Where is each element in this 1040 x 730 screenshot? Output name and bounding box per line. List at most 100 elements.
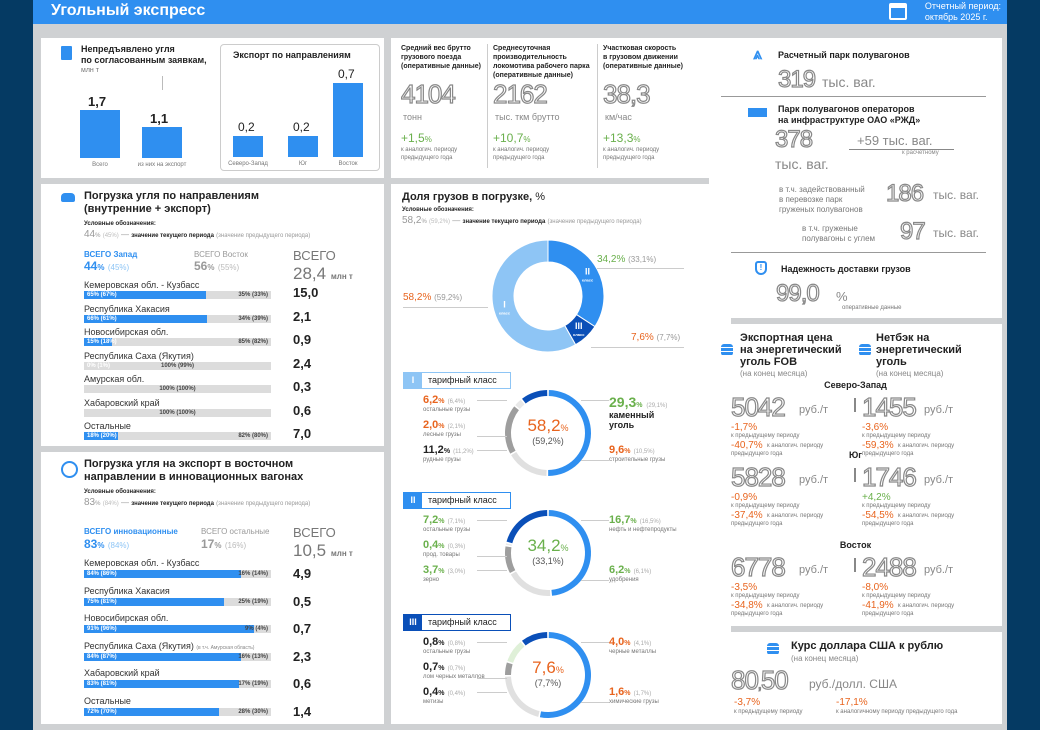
west-share-label: 0% (1%) xyxy=(87,362,111,369)
cargo-value: 4,0% (4,1%) xyxy=(609,636,651,648)
total-num: 28,4 xyxy=(293,264,327,283)
tariff-class-number: III xyxy=(404,615,422,630)
cargo-name: остальные грузы xyxy=(423,527,471,533)
innovative-share-fill xyxy=(84,597,225,606)
coal-wagons-unit: тыс. ваг. xyxy=(933,226,979,240)
innovative-share-fill xyxy=(84,570,242,578)
ring-segment xyxy=(522,390,548,404)
cargo-pct: % xyxy=(438,543,445,550)
cargo-value: 0,8% (0,8%) xyxy=(423,636,465,648)
innovative-share-fill xyxy=(84,680,240,688)
region-name: Остальные xyxy=(84,696,131,706)
kpi-title-line: (оперативные данные) xyxy=(603,63,683,70)
delta-prev-note: к предыдущему периоду xyxy=(731,503,800,509)
bar-export xyxy=(288,135,318,157)
east-num: 56 xyxy=(194,259,208,273)
undelivered-title-2: по согласованным заявкам, xyxy=(81,55,207,65)
price-unit: руб./т xyxy=(924,564,954,576)
tariff-class-label: тарифный класс xyxy=(428,495,497,505)
region-total: 2,4 xyxy=(293,355,312,371)
net-delta-year: -54,5% xyxy=(862,510,894,521)
ops-fleet-unit: тыс. ваг. xyxy=(775,156,829,172)
east-share-label: 100% (100%) xyxy=(159,386,196,392)
legend-title: Условные обозначения: xyxy=(402,207,474,213)
innovation-icon xyxy=(61,461,78,478)
cargo-num: 4,0 xyxy=(609,636,625,648)
train-icon xyxy=(61,193,75,202)
total-value: 10,5 млн т xyxy=(293,541,353,561)
delta-year-note: к аналогич. периоду xyxy=(898,603,955,609)
cargo-pct: % xyxy=(438,423,445,430)
cargo-name: химические грузы xyxy=(609,699,659,705)
cargo-value: 0,7% (0,7%) xyxy=(423,661,465,673)
innovative-share-label: 83% (81%) xyxy=(87,681,117,687)
shield-icon: ! xyxy=(755,261,767,275)
west-share-label: 15% (18%) xyxy=(87,339,117,345)
net-delta-prev: -3,6% xyxy=(862,422,889,433)
price-unit: руб./т xyxy=(799,564,829,576)
west-value: 44% (45%) xyxy=(84,259,129,273)
undelivered-card: Непредъявлено угля по согласованным заяв… xyxy=(41,38,384,178)
engaged-label-2: в перевозке парк xyxy=(779,195,843,204)
cargo-prev: (29,1%) xyxy=(646,403,668,409)
class3-share: 7,6% (7,7%) xyxy=(631,332,680,343)
bar-label: Всего xyxy=(92,162,108,168)
net-title-2: энергетический xyxy=(876,344,962,356)
cargo-num: 0,4 xyxy=(423,539,439,551)
kpi-delta: +1,5% xyxy=(401,131,432,145)
fob-delta-prev: -1,7% xyxy=(731,422,758,433)
region-name-text: Остальные xyxy=(84,695,131,706)
legend-bold: значение текущего периода xyxy=(131,233,214,239)
tariff-ring xyxy=(505,510,591,596)
delta-prev-note: к предыдущему периоду xyxy=(862,433,931,439)
leader-line xyxy=(591,347,684,348)
bar-undelivered xyxy=(142,127,182,158)
region-total: 15,0 xyxy=(293,285,319,300)
west-share-fill xyxy=(84,291,206,299)
slice-roman: III xyxy=(575,321,583,331)
region-bar: 65% (67%) 35% (33%) xyxy=(84,291,271,299)
region-total: 1,4 xyxy=(293,703,312,719)
fob-price-value: 5828 xyxy=(730,461,786,492)
cargo-pct: % xyxy=(636,402,643,409)
region-name: Хабаровский край xyxy=(84,668,160,678)
fob-title-1: Экспортная цена xyxy=(740,332,833,344)
reliability-title: Надежность доставки грузов xyxy=(781,264,911,274)
region-bar: 0% (1%) 100% (99%) xyxy=(84,361,271,370)
innovative-card: Погрузка угля на экспорт в восточном нап… xyxy=(41,452,384,724)
slice-word: класс xyxy=(573,332,585,337)
delta-year-note-2: предыдущего года xyxy=(731,611,783,617)
net-price-value: 2488 xyxy=(861,551,917,582)
engaged-value: 186 xyxy=(885,179,924,207)
kpi-delta-pct: % xyxy=(523,135,531,144)
fob-price-value: 5042 xyxy=(730,391,786,422)
delta-year-note: к аналогич. периоду xyxy=(767,513,824,519)
fob-delta-prev: -0,9% xyxy=(731,492,758,503)
region-total: 7,0 xyxy=(293,426,312,441)
kpi-title-line: Среднесуточная xyxy=(493,45,551,52)
cargo-name: прод. товары xyxy=(423,552,460,558)
usd-title: Курс доллара США к рублю xyxy=(791,640,944,652)
west-share-fill xyxy=(84,314,208,323)
ops-fleet-title-1: Парк полувагонов операторов xyxy=(778,104,915,114)
region-bar: 91% (96%) 9% (4%) xyxy=(84,625,271,633)
west-share-label: 65% (67%) xyxy=(87,292,117,298)
bar-value: 1,7 xyxy=(88,94,107,110)
bar-value: 0,2 xyxy=(238,119,255,134)
class1-value: 58,2% xyxy=(403,292,432,303)
cargo-name: лесные грузы xyxy=(423,432,461,438)
leader-line xyxy=(581,580,609,581)
kpi-delta-pct: % xyxy=(633,135,641,144)
legend-title: Условные обозначения: xyxy=(84,221,156,227)
usd-value: 80,50 xyxy=(730,664,789,696)
tariff-class-number: I xyxy=(404,373,422,388)
usd-unit: руб./долл. США xyxy=(809,677,897,691)
cargo-num: 29,3 xyxy=(609,394,637,410)
legend-rest: (значение предыдущего периода) xyxy=(547,219,642,225)
cargo-value: 6,2% (6,4%) xyxy=(423,394,465,406)
east-prev: (55%) xyxy=(217,263,240,272)
legend-pct: % xyxy=(95,233,101,239)
legend: 83% (84%) — значение текущего периода (з… xyxy=(84,497,310,508)
other-total-label: ВСЕГО остальные xyxy=(201,527,270,536)
fob-subtitle: (на конец месяца) xyxy=(740,369,808,378)
